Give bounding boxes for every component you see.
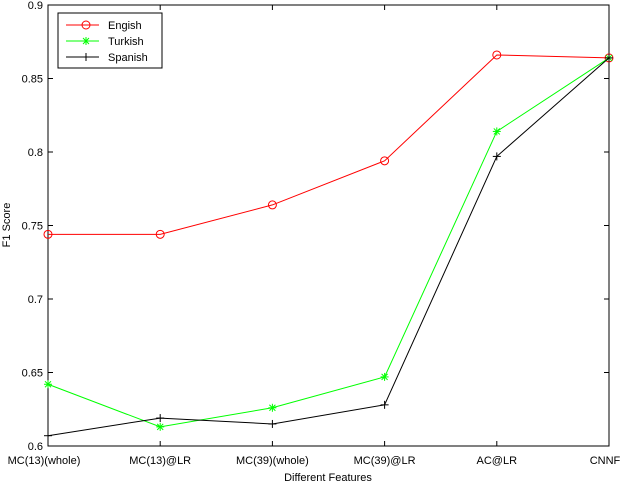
circle-marker [267, 200, 277, 210]
asterisk-stroke [44, 380, 52, 388]
asterisk-marker [492, 127, 501, 136]
y-tick-label: 0.7 [28, 294, 43, 306]
plus-marker [82, 53, 90, 61]
x-axis-label: Different Features [284, 472, 372, 482]
series-spanish [44, 53, 613, 440]
plus-marker [605, 53, 613, 62]
x-tick-label: MC(13)@LR [129, 455, 191, 467]
legend-label: Spanish [108, 52, 148, 64]
circle-marker [380, 156, 390, 166]
asterisk-marker [156, 422, 165, 431]
y-tick-label: 0.75 [22, 221, 43, 233]
asterisk-stroke [381, 373, 388, 381]
asterisk-marker [82, 37, 90, 45]
asterisk-stroke [493, 128, 501, 135]
asterisk-marker [380, 372, 389, 381]
y-tick-label: 0.9 [28, 0, 43, 12]
circle-marker [155, 229, 165, 239]
plus-marker [268, 419, 277, 428]
asterisk-marker [268, 403, 277, 412]
x-tick-label: MC(39)(whole) [236, 455, 309, 467]
y-axis-label: F1 Score [1, 203, 13, 248]
legend-label: Turkish [108, 36, 144, 48]
circle-marker [43, 229, 53, 239]
asterisk-stroke [269, 404, 276, 412]
y-tick-label: 0.8 [28, 147, 43, 159]
y-tick-label: 0.65 [22, 368, 43, 380]
circle-marker [492, 50, 502, 60]
series-line [48, 54, 610, 235]
plus-marker [156, 414, 165, 423]
y-tick-label: 0.85 [22, 74, 43, 86]
plot-area [47, 4, 610, 447]
plus-marker [492, 152, 501, 161]
x-tick-label: CNNF [590, 455, 621, 467]
legend: Engish Turkish Spanish [57, 12, 163, 69]
y-tick-label: 0.6 [28, 441, 43, 453]
plus-marker [380, 400, 389, 409]
legend-label: Engish [108, 20, 142, 32]
asterisk-stroke [156, 423, 164, 431]
asterisk-stroke [82, 37, 90, 45]
series-line [47, 57, 610, 437]
x-tick-label: AC@LR [477, 455, 518, 467]
series-turkish [44, 53, 613, 431]
series-engish [43, 50, 614, 239]
asterisk-marker [44, 380, 52, 389]
x-tick-label: MC(39)@LR [354, 455, 416, 467]
plus-marker [44, 431, 52, 440]
x-tick-label: MC(13)(whole) [8, 455, 81, 467]
series-line [47, 57, 610, 428]
circle-marker [81, 20, 91, 30]
